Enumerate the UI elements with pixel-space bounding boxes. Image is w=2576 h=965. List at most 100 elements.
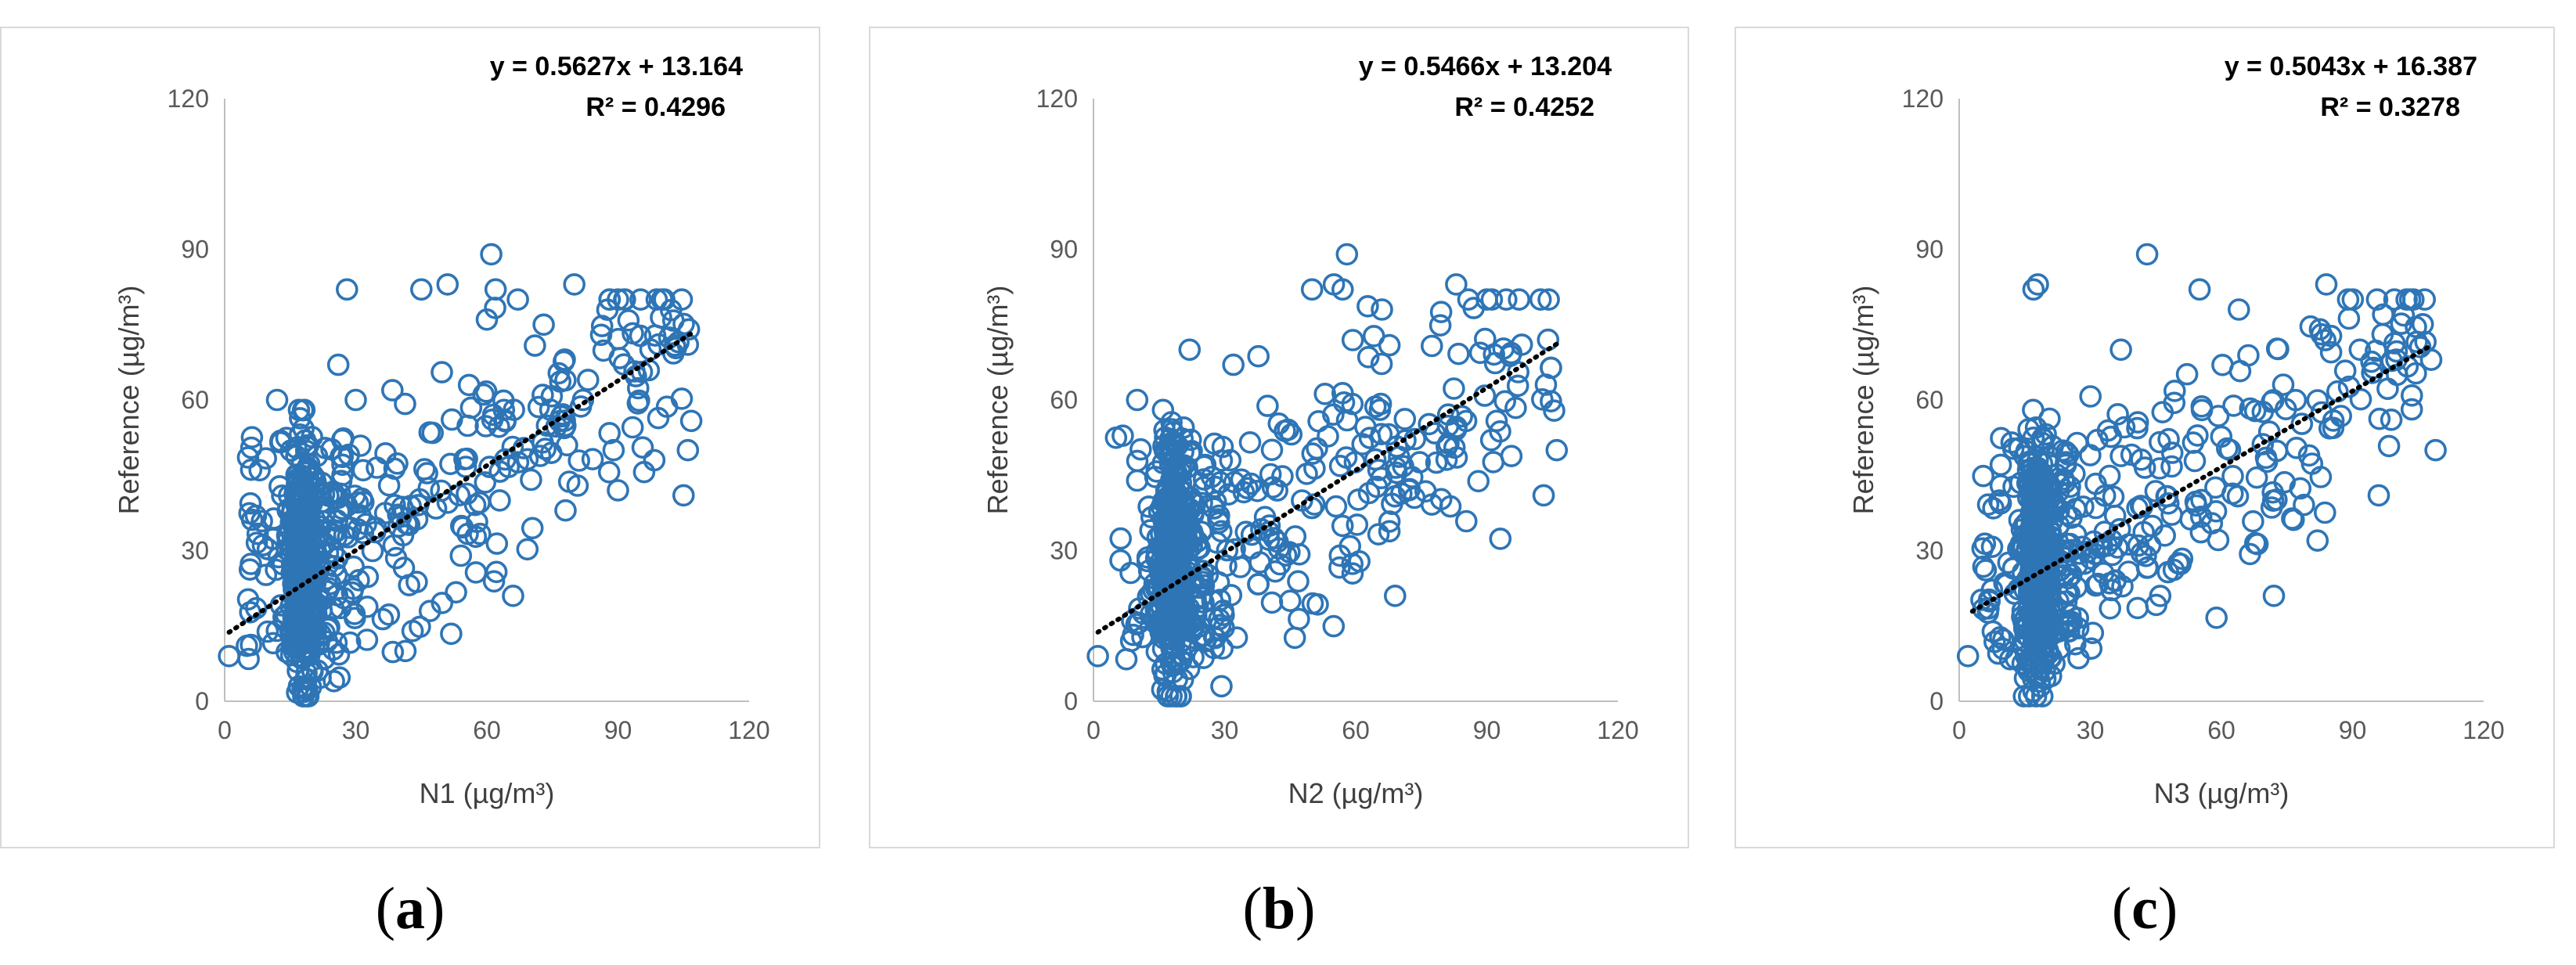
r-squared-b: R² = 0.4252	[1454, 92, 1594, 122]
data-point-c	[2160, 503, 2183, 527]
scatter-plot-b: 0 30 60 90 120 0 30 60 90 120 N2 (µg/m³) Reference …	[982, 52, 1639, 809]
data-point-b	[1271, 465, 1294, 488]
data-point-a	[240, 508, 264, 531]
data-point-c	[2132, 520, 2156, 544]
data-point-b	[1364, 448, 1387, 471]
data-point-b	[1258, 514, 1281, 537]
data-point-c	[2189, 505, 2213, 528]
data-point-a	[607, 479, 629, 502]
data-point-c	[2048, 637, 2071, 660]
data-point-a	[597, 460, 621, 484]
data-point-b	[1188, 614, 1212, 638]
data-point-a	[488, 415, 510, 438]
data-point-c	[2188, 278, 2211, 301]
data-point-c	[2169, 553, 2192, 576]
data-point-c	[2099, 596, 2122, 620]
x-axis-title-c: N3 (µg/m³)	[2154, 777, 2290, 809]
data-point-c	[2057, 481, 2081, 505]
data-point-b	[1489, 419, 1511, 443]
chart-panel-c: 0 30 60 90 120 0 30 60 90 120 N3 (µg/m³) Reference …	[1735, 27, 2555, 848]
x-tick-label-c: 0	[1952, 716, 1966, 744]
data-point-b	[1480, 288, 1504, 311]
data-point-a	[311, 471, 333, 495]
data-point-a	[289, 407, 312, 430]
y-tick-label-a: 0	[195, 687, 209, 715]
y-tick-label-c: 120	[1902, 85, 1944, 113]
data-point-c	[2285, 436, 2308, 459]
caption-b: (b)	[1242, 876, 1316, 942]
data-point-a	[394, 639, 417, 663]
data-point-b	[1202, 625, 1226, 649]
data-point-c	[2016, 567, 2040, 590]
scatter-plot-a: 0 30 60 90 120 0 30 60 90 120 N1 (µg/m³) Reference …	[113, 52, 770, 809]
data-point-c	[2039, 502, 2062, 525]
data-point-b	[1109, 527, 1133, 550]
data-point-c	[2162, 558, 2185, 582]
data-point-a	[456, 522, 479, 546]
data-point-c	[2273, 470, 2297, 494]
data-point-c	[2190, 394, 2214, 418]
data-point-c	[2221, 464, 2244, 488]
data-point-c	[2319, 340, 2343, 364]
data-point-b	[1207, 571, 1230, 594]
data-point-a	[539, 398, 562, 421]
data-point-b	[1335, 446, 1358, 469]
data-point-a	[327, 643, 351, 666]
data-point-c	[2012, 685, 2036, 708]
data-point-c	[2111, 574, 2134, 598]
data-point-a	[343, 484, 366, 507]
data-point-c	[2067, 646, 2090, 670]
data-point-a	[380, 379, 404, 401]
data-point-c	[2084, 542, 2106, 566]
data-point-b	[1367, 523, 1390, 546]
data-point-c	[2080, 637, 2103, 661]
data-point-b	[1122, 623, 1144, 646]
data-point-b	[1543, 399, 1565, 423]
data-point-a	[265, 558, 287, 582]
data-point-c	[2023, 562, 2046, 585]
data-point-a	[409, 278, 433, 301]
data-point-a	[456, 447, 478, 470]
data-point-c	[2185, 494, 2208, 517]
data-point-a	[322, 669, 345, 693]
data-point-a	[321, 523, 344, 546]
data-point-b	[1219, 448, 1242, 472]
data-point-a	[521, 517, 544, 540]
data-point-a	[271, 484, 294, 507]
data-point-a	[676, 438, 700, 462]
y-tick-label-b: 0	[1064, 687, 1078, 715]
data-point-b	[1346, 513, 1369, 536]
data-point-c	[2011, 605, 2034, 628]
data-point-c	[2341, 288, 2365, 311]
data-point-a	[494, 410, 517, 433]
data-point-c	[2313, 501, 2336, 524]
data-point-b	[1489, 528, 1512, 550]
data-point-c	[2365, 339, 2387, 362]
data-point-c	[2041, 434, 2064, 458]
data-point-c	[2290, 412, 2314, 435]
data-point-b	[1534, 373, 1558, 396]
data-point-b	[1131, 625, 1154, 649]
data-point-a	[261, 632, 285, 655]
data-point-c	[2101, 543, 2124, 567]
data-point-b	[1383, 584, 1407, 607]
data-point-c	[2376, 377, 2399, 401]
data-point-b	[1217, 483, 1240, 506]
data-point-c	[2211, 353, 2234, 376]
data-point-c	[2261, 389, 2285, 412]
x-tick-label-c: 90	[2339, 716, 2367, 744]
data-point-c	[2227, 298, 2250, 321]
data-point-b	[1371, 298, 1393, 321]
data-point-b	[1173, 502, 1196, 524]
data-point-a	[643, 448, 666, 472]
data-point-a	[374, 441, 397, 465]
data-point-a	[384, 494, 406, 517]
data-point-a	[236, 446, 260, 469]
data-point-b	[1356, 294, 1379, 318]
data-point-b	[1086, 644, 1109, 668]
data-point-a	[524, 334, 546, 357]
data-point-b	[1436, 403, 1460, 427]
data-point-c	[2190, 488, 2213, 512]
data-point-b	[1222, 353, 1245, 376]
trend-equation-a: y = 0.5627x + 13.164	[490, 52, 743, 81]
